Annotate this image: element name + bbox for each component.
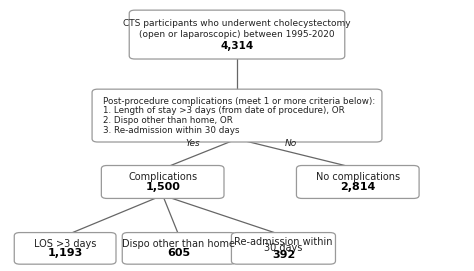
Text: Post-procedure complications (meet 1 or more criteria below):: Post-procedure complications (meet 1 or … — [103, 96, 375, 106]
FancyBboxPatch shape — [14, 233, 116, 264]
Text: 392: 392 — [272, 250, 295, 260]
FancyBboxPatch shape — [231, 233, 336, 264]
Text: (open or laparoscopic) between 1995-2020: (open or laparoscopic) between 1995-2020 — [139, 30, 335, 39]
Text: Re-admission within: Re-admission within — [234, 237, 333, 247]
Text: 605: 605 — [167, 248, 191, 258]
Text: No: No — [284, 140, 297, 149]
Text: 1,193: 1,193 — [47, 248, 83, 258]
FancyBboxPatch shape — [122, 233, 236, 264]
Text: LOS >3 days: LOS >3 days — [34, 239, 96, 249]
Text: 2,814: 2,814 — [340, 182, 375, 192]
Text: Dispo other than home: Dispo other than home — [122, 239, 236, 249]
FancyBboxPatch shape — [101, 166, 224, 198]
Text: CTS participants who underwent cholecystectomy: CTS participants who underwent cholecyst… — [123, 19, 351, 28]
Text: Complications: Complications — [128, 172, 197, 182]
Text: 3. Re-admission within 30 days: 3. Re-admission within 30 days — [103, 125, 240, 135]
FancyBboxPatch shape — [92, 89, 382, 142]
Text: 2. Dispo other than home, OR: 2. Dispo other than home, OR — [103, 116, 233, 125]
Text: 4,314: 4,314 — [220, 41, 254, 51]
FancyBboxPatch shape — [296, 166, 419, 198]
Text: 30 days: 30 days — [264, 243, 302, 253]
Text: No complications: No complications — [316, 172, 400, 182]
Text: Yes: Yes — [185, 140, 200, 149]
Text: 1. Length of stay >3 days (from date of procedure), OR: 1. Length of stay >3 days (from date of … — [103, 106, 345, 115]
FancyBboxPatch shape — [129, 10, 345, 59]
Text: 1,500: 1,500 — [145, 182, 180, 192]
